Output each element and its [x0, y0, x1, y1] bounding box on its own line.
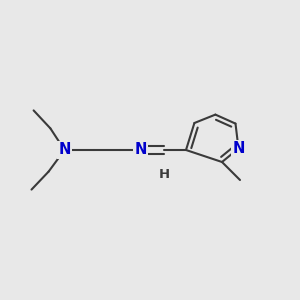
- Text: N: N: [232, 141, 245, 156]
- Text: H: H: [159, 167, 170, 181]
- Text: N: N: [134, 142, 147, 158]
- Text: N: N: [58, 142, 71, 158]
